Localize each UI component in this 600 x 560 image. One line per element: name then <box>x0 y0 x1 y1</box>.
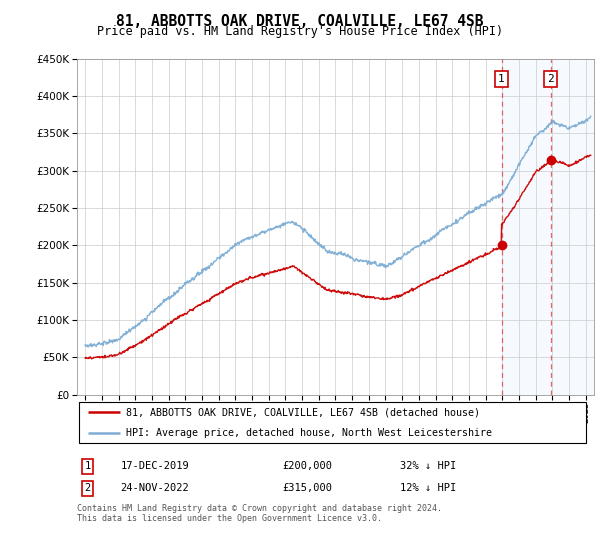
Text: 81, ABBOTTS OAK DRIVE, COALVILLE, LE67 4SB (detached house): 81, ABBOTTS OAK DRIVE, COALVILLE, LE67 4… <box>125 408 479 418</box>
Text: 2: 2 <box>85 483 91 493</box>
FancyBboxPatch shape <box>79 402 586 444</box>
Text: 17-DEC-2019: 17-DEC-2019 <box>121 461 189 472</box>
Text: 2: 2 <box>547 74 554 84</box>
Text: Contains HM Land Registry data © Crown copyright and database right 2024.
This d: Contains HM Land Registry data © Crown c… <box>77 503 442 523</box>
Text: 1: 1 <box>85 461 91 472</box>
Text: HPI: Average price, detached house, North West Leicestershire: HPI: Average price, detached house, Nort… <box>125 428 491 438</box>
Text: 81, ABBOTTS OAK DRIVE, COALVILLE, LE67 4SB: 81, ABBOTTS OAK DRIVE, COALVILLE, LE67 4… <box>116 14 484 29</box>
Text: 32% ↓ HPI: 32% ↓ HPI <box>400 461 456 472</box>
Text: £200,000: £200,000 <box>282 461 332 472</box>
Text: 1: 1 <box>498 74 505 84</box>
Text: Price paid vs. HM Land Registry's House Price Index (HPI): Price paid vs. HM Land Registry's House … <box>97 25 503 38</box>
Bar <box>502 59 594 395</box>
Text: 24-NOV-2022: 24-NOV-2022 <box>121 483 189 493</box>
Text: 12% ↓ HPI: 12% ↓ HPI <box>400 483 456 493</box>
Text: £315,000: £315,000 <box>282 483 332 493</box>
